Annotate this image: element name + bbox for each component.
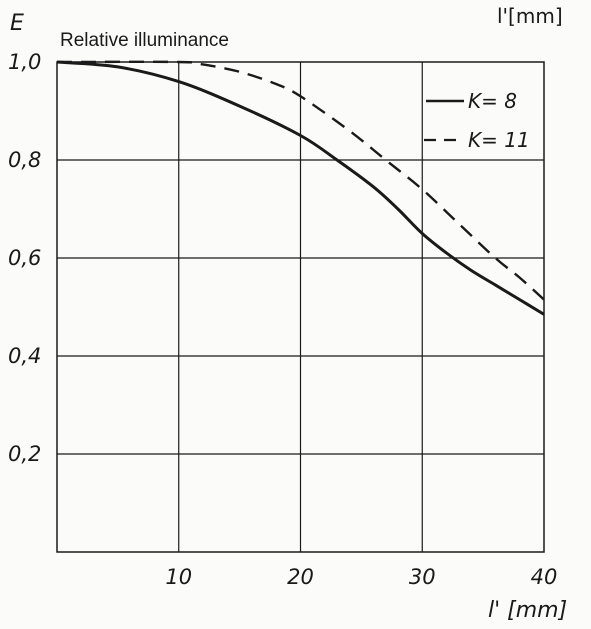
legend: K= 8 K= 11 <box>424 89 530 152</box>
y-tick-label-4: 1,0 <box>8 50 41 74</box>
y-tick-label-0: 0,2 <box>8 442 41 466</box>
series-lines <box>56 60 545 316</box>
x-tick-label-0: 10 <box>165 565 192 589</box>
x-tick-label-2: 30 <box>409 565 436 589</box>
y-tick-label-2: 0,6 <box>8 246 41 270</box>
grid <box>57 62 544 552</box>
y-axis-label: E <box>10 11 24 36</box>
y-tick-label-3: 0,8 <box>8 148 41 172</box>
x-tick-label-1: 20 <box>287 565 314 589</box>
top-unit-label: l'[mm] <box>497 4 563 28</box>
x-tick-label-3: 40 <box>531 565 558 589</box>
y-tick-label-1: 0,4 <box>8 344 41 368</box>
tick-labels: 10 20 30 40 0,2 0,4 0,6 0,8 1,0 <box>8 50 557 589</box>
series-line-k11 <box>56 60 545 301</box>
x-axis-label: l' [mm] <box>488 598 567 623</box>
legend-label-k8: K= 8 <box>468 89 517 113</box>
chart-title: Relative illuminance <box>60 30 229 51</box>
series-line-k8 <box>56 60 545 316</box>
legend-label-k11: K= 11 <box>468 128 530 152</box>
